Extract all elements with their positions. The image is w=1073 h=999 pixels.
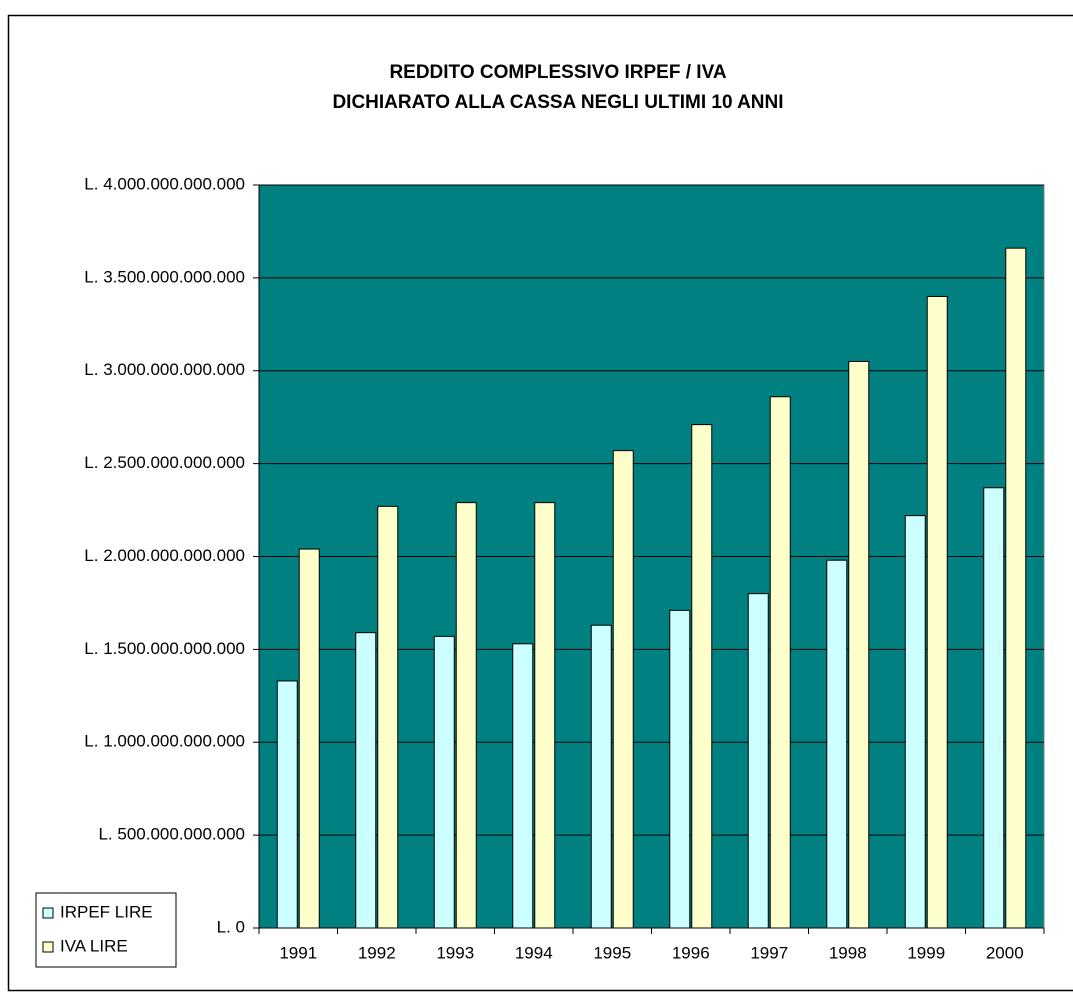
bar bbox=[747, 593, 769, 929]
bar bbox=[433, 635, 455, 929]
x-tick-label: 1993 bbox=[436, 943, 474, 962]
bar bbox=[590, 624, 612, 929]
chart-title: REDDITO COMPLESSIVO IRPEF / IVA bbox=[389, 62, 726, 83]
bar bbox=[455, 502, 477, 929]
x-tick-label: 1999 bbox=[907, 943, 945, 962]
bar bbox=[534, 502, 556, 929]
y-tick-label: L. 0 bbox=[217, 917, 245, 936]
y-tick-label: L. 3.500.000.000.000 bbox=[84, 267, 245, 286]
bar bbox=[612, 450, 634, 929]
bar bbox=[1005, 247, 1027, 929]
y-tick-label: L. 2.000.000.000.000 bbox=[84, 546, 245, 565]
bar bbox=[691, 424, 713, 929]
bar bbox=[512, 643, 534, 929]
legend-swatch bbox=[42, 907, 54, 919]
bar bbox=[904, 515, 926, 929]
bar bbox=[826, 559, 848, 929]
y-tick-label: L. 3.000.000.000.000 bbox=[84, 360, 245, 379]
y-tick-label: L. 1.500.000.000.000 bbox=[84, 639, 245, 658]
bar bbox=[377, 505, 399, 929]
bar bbox=[926, 295, 948, 929]
x-tick-label: 1991 bbox=[279, 943, 317, 962]
y-tick-label: L. 500.000.000.000 bbox=[98, 825, 245, 844]
bar bbox=[769, 396, 791, 929]
bar bbox=[276, 680, 298, 929]
x-tick-label: 1996 bbox=[672, 943, 710, 962]
legend-box bbox=[35, 892, 177, 968]
bar bbox=[669, 609, 691, 929]
x-tick-label: 1998 bbox=[829, 943, 867, 962]
bar bbox=[983, 487, 1005, 929]
y-tick-label: L. 4.000.000.000.000 bbox=[84, 174, 245, 193]
bar bbox=[355, 632, 377, 929]
legend-label: IVA LIRE bbox=[60, 936, 128, 955]
x-tick-label: 1997 bbox=[750, 943, 788, 962]
x-tick-label: 2000 bbox=[986, 943, 1024, 962]
legend-swatch bbox=[42, 941, 54, 953]
legend-label: IRPEF LIRE bbox=[60, 902, 153, 921]
y-tick-label: L. 1.000.000.000.000 bbox=[84, 732, 245, 751]
bar bbox=[298, 548, 320, 929]
x-tick-label: 1994 bbox=[515, 943, 553, 962]
bar bbox=[848, 360, 870, 929]
chart-title: DICHIARATO ALLA CASSA NEGLI ULTIMI 10 AN… bbox=[332, 92, 783, 113]
y-tick-label: L. 2.500.000.000.000 bbox=[84, 453, 245, 472]
x-tick-label: 1995 bbox=[593, 943, 631, 962]
x-tick-label: 1992 bbox=[358, 943, 396, 962]
